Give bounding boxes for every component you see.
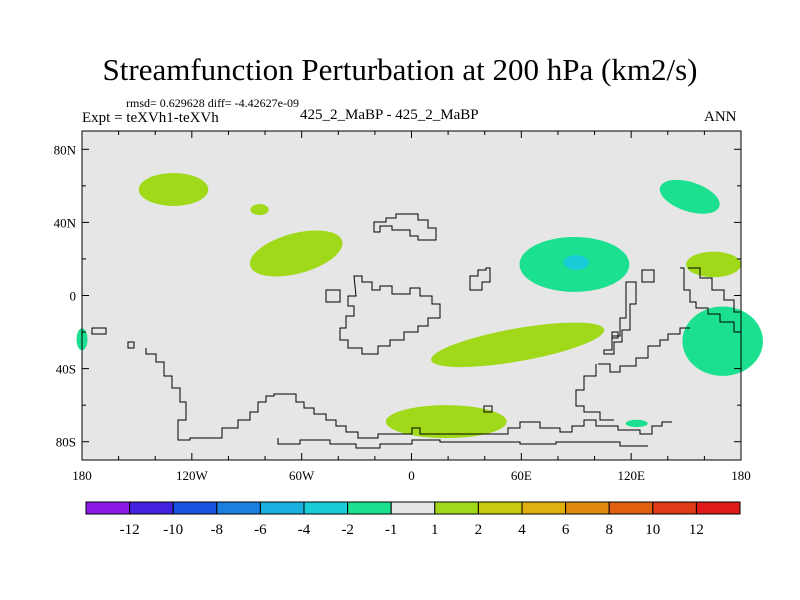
y-tick-label: 40S bbox=[56, 362, 76, 377]
colorbar-label: 4 bbox=[518, 522, 526, 538]
colorbar-swatch bbox=[434, 501, 479, 515]
coastlines bbox=[91, 213, 741, 449]
colorbar-label: 10 bbox=[645, 522, 660, 538]
x-tick-label: 60W bbox=[289, 468, 315, 483]
experiment-label: Expt = teXVh1-teXVh bbox=[82, 110, 219, 126]
y-tick-label: 40N bbox=[54, 215, 77, 230]
anomaly-region-1 bbox=[250, 204, 269, 216]
colorbar-swatch bbox=[477, 501, 523, 515]
colorbar-swatch bbox=[565, 501, 610, 515]
y-tick-label: 80N bbox=[54, 142, 77, 157]
colorbar-swatch bbox=[347, 501, 392, 515]
x-tick-label: 0 bbox=[408, 468, 415, 483]
chart-title: Streamfunction Perturbation at 200 hPa (… bbox=[102, 52, 698, 87]
colorbar-swatch bbox=[172, 501, 218, 515]
anomaly-region-0 bbox=[138, 173, 209, 206]
colorbar-swatch bbox=[608, 501, 654, 515]
colorbar-swatch bbox=[129, 501, 174, 515]
colorbar-label: -8 bbox=[211, 522, 224, 538]
coastline-antarctica bbox=[177, 393, 672, 441]
coastline-island-atlantic bbox=[325, 289, 341, 303]
colorbar-label: -4 bbox=[298, 522, 311, 538]
coastline-islands-west bbox=[91, 327, 135, 349]
colorbar-label: 1 bbox=[431, 522, 439, 538]
x-tick-label: 180 bbox=[72, 468, 92, 483]
y-tick-label: 0 bbox=[70, 289, 77, 304]
anomaly-region-5 bbox=[659, 179, 720, 214]
colorbar-label: 12 bbox=[689, 522, 704, 538]
anomaly-region-2 bbox=[249, 230, 343, 277]
colorbar-label: -1 bbox=[385, 522, 398, 538]
colorbar: -12 -10 -8 -6 -4 -2 -1 1 2 4 6 8 10 12 bbox=[85, 501, 741, 538]
anomaly-region-10 bbox=[385, 405, 507, 439]
anomaly-region-6 bbox=[686, 251, 742, 278]
colorbar-label: 6 bbox=[562, 522, 570, 538]
colorbar-swatch bbox=[652, 501, 697, 515]
x-tick-label: 120W bbox=[176, 468, 209, 483]
axes: 180 120W 60W 0 60E 120E 180 80N 40N 0 40S 80S bbox=[54, 131, 751, 483]
anomaly-regions bbox=[76, 173, 763, 439]
colorbar-label: -10 bbox=[163, 522, 183, 538]
season-label: ANN bbox=[704, 109, 737, 125]
coastline-asia-fragment bbox=[469, 267, 491, 291]
coastline-southeast-asia bbox=[603, 269, 655, 355]
case-label: 425_2_MaBP - 425_2_MaBP bbox=[300, 107, 479, 123]
colorbar-swatch bbox=[216, 501, 261, 515]
y-tick-label: 80S bbox=[56, 435, 76, 450]
colorbar-swatch bbox=[695, 501, 741, 515]
colorbar-label: -12 bbox=[120, 522, 140, 538]
x-tick-label: 180 bbox=[731, 468, 751, 483]
coastline-africa bbox=[339, 275, 441, 355]
coastline-australia bbox=[575, 267, 741, 421]
stats-label: rmsd= 0.629628 diff= -4.42627e-09 bbox=[126, 96, 299, 110]
coastline-antarctica-inner bbox=[277, 438, 648, 449]
colorbar-swatch bbox=[303, 501, 349, 515]
x-tick-label: 120E bbox=[617, 468, 645, 483]
coastline-europe bbox=[373, 213, 437, 241]
coastline-small-islands bbox=[483, 331, 619, 413]
anomaly-region-11 bbox=[625, 419, 648, 428]
x-tick-label: 60E bbox=[511, 468, 532, 483]
anomaly-region-9 bbox=[431, 322, 605, 368]
colorbar-swatch bbox=[259, 501, 305, 515]
colorbar-label: 2 bbox=[475, 522, 483, 538]
colorbar-swatch bbox=[521, 501, 567, 515]
colorbar-swatch bbox=[390, 501, 436, 515]
colorbar-swatch bbox=[85, 501, 131, 515]
coastline-south-america-tip bbox=[145, 348, 187, 424]
colorbar-label: -2 bbox=[341, 522, 354, 538]
colorbar-label: -6 bbox=[254, 522, 267, 538]
colorbar-label: 8 bbox=[605, 522, 613, 538]
anomaly-region-7 bbox=[682, 306, 763, 376]
anomaly-region-4 bbox=[563, 255, 590, 270]
